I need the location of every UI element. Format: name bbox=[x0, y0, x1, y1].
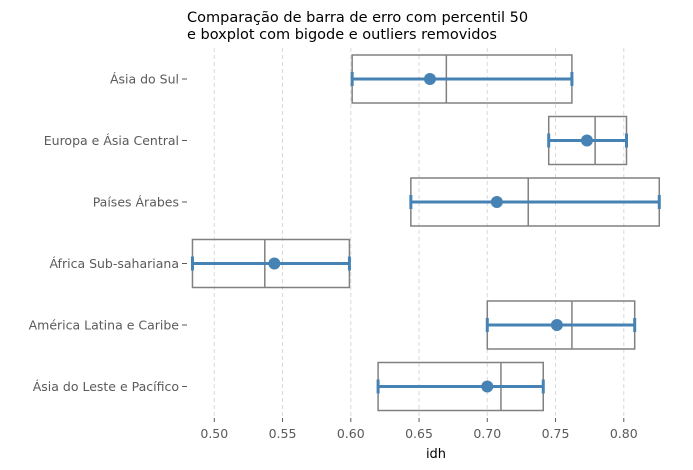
y-tick-label: América Latina e Caribe bbox=[29, 318, 180, 333]
boxplots bbox=[191, 54, 661, 412]
errorbar-point bbox=[423, 73, 436, 85]
y-tick-label: Países Árabes bbox=[93, 195, 179, 210]
y-tick-label: Europa e Ásia Central bbox=[44, 133, 179, 148]
errorbar-point bbox=[481, 380, 494, 393]
x-tick-label: 0.65 bbox=[405, 426, 433, 441]
x-tick-label: 0.60 bbox=[337, 426, 365, 441]
x-tick-label: 0.80 bbox=[610, 426, 638, 441]
errorbar-point bbox=[580, 134, 593, 147]
x-tick-label: 0.75 bbox=[542, 426, 570, 441]
x-tick-label: 0.55 bbox=[269, 426, 297, 441]
x-tick-label: 0.50 bbox=[200, 426, 228, 441]
x-axis-label: idh bbox=[426, 447, 446, 462]
errorbar-point bbox=[490, 196, 503, 208]
error-bars bbox=[190, 72, 661, 394]
y-axis: Ásia do Sul Europa e Ásia Central Países Á… bbox=[29, 72, 187, 394]
x-tick-label: 0.70 bbox=[473, 426, 501, 441]
chart-title-line-1: Comparação de barra de erro com percenti… bbox=[187, 10, 528, 26]
y-tick-label: África Sub-sahariana bbox=[49, 256, 179, 271]
x-axis: 0.50 0.55 0.60 0.65 0.70 0.75 0.80 bbox=[200, 418, 638, 441]
errorbar-point bbox=[550, 319, 563, 331]
x-grid bbox=[213, 48, 625, 418]
chart-title-line-2: e boxplot com bigode e outliers removido… bbox=[187, 27, 497, 43]
errorbar-point bbox=[268, 257, 281, 270]
y-tick-label: Ásia do Leste e Pacífico bbox=[33, 379, 179, 394]
y-tick-label: Ásia do Sul bbox=[110, 72, 179, 87]
